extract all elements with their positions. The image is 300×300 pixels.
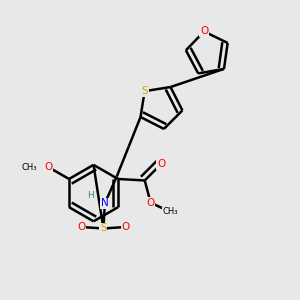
Text: O: O xyxy=(77,222,85,232)
Text: N: N xyxy=(101,198,109,208)
Text: CH₃: CH₃ xyxy=(21,163,37,172)
Text: O: O xyxy=(44,162,52,172)
Text: H: H xyxy=(87,191,93,200)
Text: S: S xyxy=(141,86,148,96)
Text: O: O xyxy=(157,159,165,169)
Text: O: O xyxy=(122,222,130,232)
Text: S: S xyxy=(100,224,107,233)
Text: O: O xyxy=(200,26,208,36)
Text: O: O xyxy=(147,198,155,208)
Text: CH₃: CH₃ xyxy=(162,207,178,216)
